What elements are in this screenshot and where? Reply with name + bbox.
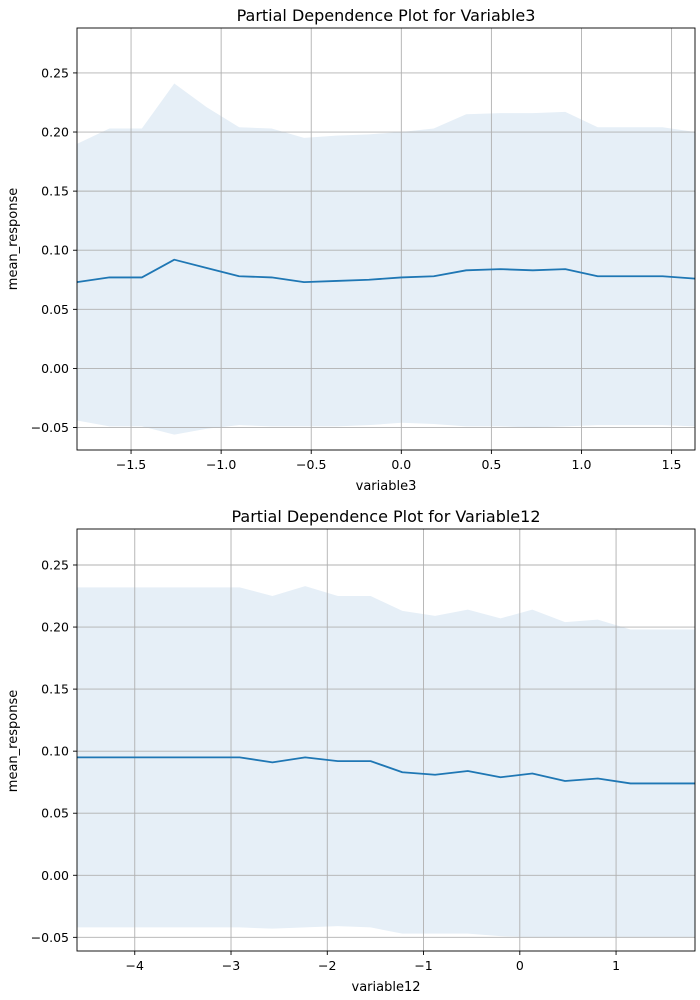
y-tick-label: 0.05 bbox=[41, 302, 69, 317]
x-tick-label: 1.5 bbox=[662, 457, 682, 472]
x-tick-label: −3 bbox=[222, 958, 240, 973]
x-tick-label: −2 bbox=[318, 958, 336, 973]
plot-area: −1.5 −1.0 −0.5 0.0 0.5 1.0 1.5 −0.05 0.00 0.05 0.1… bbox=[31, 27, 696, 472]
y-tick-label: 0.15 bbox=[41, 682, 69, 697]
chart-variable12: Partial Dependence Plot for Variable12 m… bbox=[6, 507, 696, 995]
y-axis-label: mean_response bbox=[6, 690, 21, 792]
y-tick-label: 0.00 bbox=[41, 868, 69, 883]
chart-variable3: Partial Dependence Plot for Variable3 me… bbox=[6, 6, 696, 494]
y-tick-label: −0.05 bbox=[31, 420, 69, 435]
y-tick-label: 0.10 bbox=[41, 744, 69, 759]
y-tick-label: 0.05 bbox=[41, 806, 69, 821]
y-tick-label: 0.25 bbox=[41, 557, 69, 572]
y-tick-label: 0.10 bbox=[41, 243, 69, 258]
x-tick-label: 0.0 bbox=[391, 457, 411, 472]
y-tick-label: 0.00 bbox=[41, 361, 69, 376]
confidence-band bbox=[77, 586, 695, 938]
x-tick-label: −4 bbox=[126, 958, 144, 973]
y-tick-label: 0.20 bbox=[41, 620, 69, 635]
y-axis-label: mean_response bbox=[6, 188, 21, 290]
y-tick-label: 0.25 bbox=[41, 65, 69, 80]
y-tick-label: −0.05 bbox=[31, 930, 69, 945]
x-tick-label: 1.0 bbox=[572, 457, 592, 472]
x-tick-label: −1.0 bbox=[206, 457, 236, 472]
chart-title: Partial Dependence Plot for Variable12 bbox=[231, 507, 540, 526]
confidence-band bbox=[77, 83, 695, 435]
axes-frame bbox=[76, 528, 696, 952]
x-tick-label: 0 bbox=[516, 958, 524, 973]
x-axis-label: variable12 bbox=[352, 980, 421, 995]
x-tick-label: −0.5 bbox=[296, 457, 326, 472]
x-axis-label: variable3 bbox=[356, 479, 417, 494]
mean-response-line bbox=[77, 756, 695, 785]
plot-area: −4 −3 −2 −1 0 1 −0.05 0.00 0.05 0.10 0.15 0.20 0.25 bbox=[31, 528, 696, 973]
y-tick-label: 0.15 bbox=[41, 184, 69, 199]
x-tick-label: −1.5 bbox=[116, 457, 146, 472]
x-tick-label: 1 bbox=[612, 958, 620, 973]
x-tick-label: 0.5 bbox=[481, 457, 501, 472]
chart-title: Partial Dependence Plot for Variable3 bbox=[237, 6, 536, 25]
x-tick-label: −1 bbox=[414, 958, 432, 973]
mean-response-line bbox=[76, 258, 696, 284]
y-tick-label: 0.20 bbox=[41, 125, 69, 140]
axes-frame bbox=[76, 27, 696, 451]
